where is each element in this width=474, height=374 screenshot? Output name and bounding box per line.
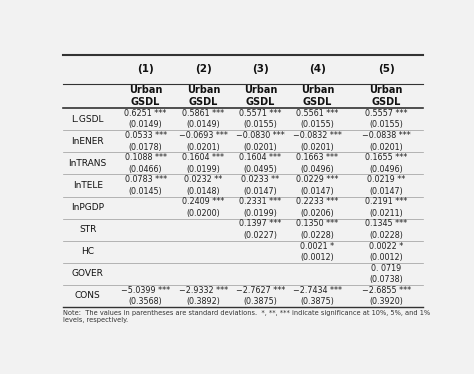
- Text: 0.5557 ***
(0.0155): 0.5557 *** (0.0155): [365, 109, 408, 129]
- Text: 0.1397 ***
(0.0227): 0.1397 *** (0.0227): [239, 220, 282, 240]
- Text: −0.0830 ***
(0.0201): −0.0830 *** (0.0201): [236, 131, 285, 151]
- Text: (3): (3): [252, 64, 269, 74]
- Text: 0.5571 ***
(0.0155): 0.5571 *** (0.0155): [239, 109, 282, 129]
- Text: 0.0022 *
(0.0012): 0.0022 * (0.0012): [369, 242, 403, 262]
- Text: 0.5561 ***
(0.0155): 0.5561 *** (0.0155): [296, 109, 338, 129]
- Text: 0.0783 ***
(0.0145): 0.0783 *** (0.0145): [125, 175, 167, 196]
- Text: L.GSDL: L.GSDL: [72, 115, 104, 124]
- Text: 0.5861 ***
(0.0149): 0.5861 *** (0.0149): [182, 109, 225, 129]
- Text: −2.9332 ***
(0.3892): −2.9332 *** (0.3892): [179, 286, 228, 306]
- Text: lnPGDP: lnPGDP: [71, 203, 104, 212]
- Text: 0.0219 **
(0.0147): 0.0219 ** (0.0147): [367, 175, 405, 196]
- Text: GOVER: GOVER: [72, 269, 104, 278]
- Text: 0.6251 ***
(0.0149): 0.6251 *** (0.0149): [125, 109, 167, 129]
- Text: −2.7627 ***
(0.3875): −2.7627 *** (0.3875): [236, 286, 285, 306]
- Text: 0.1345 ***
(0.0228): 0.1345 *** (0.0228): [365, 220, 407, 240]
- Text: −0.0832 ***
(0.0201): −0.0832 *** (0.0201): [293, 131, 342, 151]
- Text: 0.1604 ***
(0.0495): 0.1604 *** (0.0495): [239, 153, 282, 174]
- Text: 0.2409 ***
(0.0200): 0.2409 *** (0.0200): [182, 197, 225, 218]
- Text: Urban
GSDL: Urban GSDL: [129, 85, 162, 107]
- Text: Urban
GSDL: Urban GSDL: [370, 85, 403, 107]
- Text: Urban
GSDL: Urban GSDL: [244, 85, 277, 107]
- Text: 0.1350 ***
(0.0228): 0.1350 *** (0.0228): [296, 220, 338, 240]
- Text: STR: STR: [79, 225, 96, 234]
- Text: Note:  The values in parentheses are standard deviations.  *, **, *** indicate s: Note: The values in parentheses are stan…: [63, 310, 430, 323]
- Text: HC: HC: [81, 247, 94, 256]
- Text: 0.0021 *
(0.0012): 0.0021 * (0.0012): [300, 242, 334, 262]
- Text: (5): (5): [378, 64, 394, 74]
- Text: −2.6855 ***
(0.3920): −2.6855 *** (0.3920): [362, 286, 411, 306]
- Text: (2): (2): [195, 64, 212, 74]
- Text: 0.1088 ***
(0.0466): 0.1088 *** (0.0466): [125, 153, 166, 174]
- Text: 0.0533 ***
(0.0178): 0.0533 *** (0.0178): [125, 131, 167, 151]
- Text: 0.2233 ***
(0.0206): 0.2233 *** (0.0206): [296, 197, 338, 218]
- Text: CONS: CONS: [75, 291, 100, 300]
- Text: (4): (4): [309, 64, 326, 74]
- Text: 0. 0719
(0.0738): 0. 0719 (0.0738): [369, 264, 403, 284]
- Text: 0.1663 ***
(0.0496): 0.1663 *** (0.0496): [296, 153, 338, 174]
- Text: −0.0693 ***
(0.0201): −0.0693 *** (0.0201): [179, 131, 228, 151]
- Text: −0.0838 ***
(0.0201): −0.0838 *** (0.0201): [362, 131, 410, 151]
- Text: 0.0232 **
(0.0148): 0.0232 ** (0.0148): [184, 175, 223, 196]
- Text: 0.2331 ***
(0.0199): 0.2331 *** (0.0199): [239, 197, 282, 218]
- Text: 0.2191 ***
(0.0211): 0.2191 *** (0.0211): [365, 197, 407, 218]
- Text: lnTRANS: lnTRANS: [69, 159, 107, 168]
- Text: 0.0233 **
(0.0147): 0.0233 ** (0.0147): [241, 175, 280, 196]
- Text: 0.1604 ***
(0.0199): 0.1604 *** (0.0199): [182, 153, 224, 174]
- Text: 0.1655 ***
(0.0496): 0.1655 *** (0.0496): [365, 153, 407, 174]
- Text: Urban
GSDL: Urban GSDL: [301, 85, 334, 107]
- Text: lnTELE: lnTELE: [73, 181, 103, 190]
- Text: 0.0229 ***
(0.0147): 0.0229 *** (0.0147): [296, 175, 338, 196]
- Text: −5.0399 ***
(0.3568): −5.0399 *** (0.3568): [121, 286, 170, 306]
- Text: lnENER: lnENER: [72, 137, 104, 146]
- Text: Urban
GSDL: Urban GSDL: [187, 85, 220, 107]
- Text: (1): (1): [137, 64, 154, 74]
- Text: −2.7434 ***
(0.3875): −2.7434 *** (0.3875): [293, 286, 342, 306]
